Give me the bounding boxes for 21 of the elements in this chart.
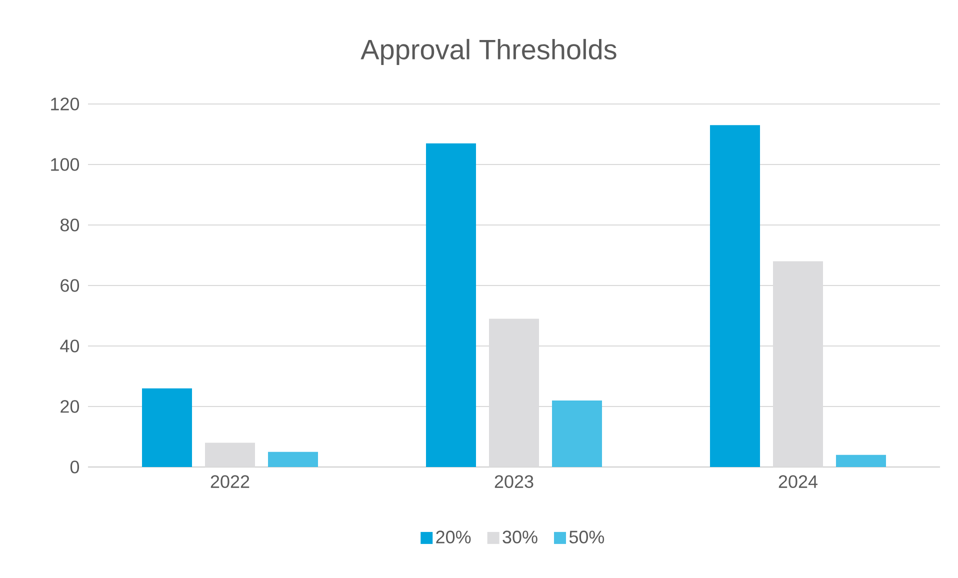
x-tick-label: 2024	[778, 475, 818, 488]
x-tick-label: 2023	[494, 475, 534, 488]
x-tick-label: 2022	[210, 475, 250, 488]
bar	[552, 400, 602, 467]
chart-title: Approval Thresholds	[360, 38, 616, 66]
y-tick-label: 40	[60, 340, 80, 352]
y-tick-label: 120	[51, 98, 80, 110]
bar	[205, 442, 255, 467]
y-tick-label: 60	[60, 279, 80, 292]
bar	[426, 143, 476, 467]
y-tick-label: 100	[51, 158, 80, 171]
y-tick-label: 20	[60, 400, 80, 413]
bar	[268, 452, 318, 467]
legend-label: 20%	[436, 530, 471, 544]
bar	[836, 454, 886, 467]
legend-label: 50%	[569, 530, 604, 544]
y-tick-label: 80	[60, 218, 80, 232]
bar	[710, 125, 760, 467]
bar	[142, 388, 192, 467]
y-tick-label: 0	[70, 460, 80, 474]
legend-label: 30%	[502, 530, 538, 544]
